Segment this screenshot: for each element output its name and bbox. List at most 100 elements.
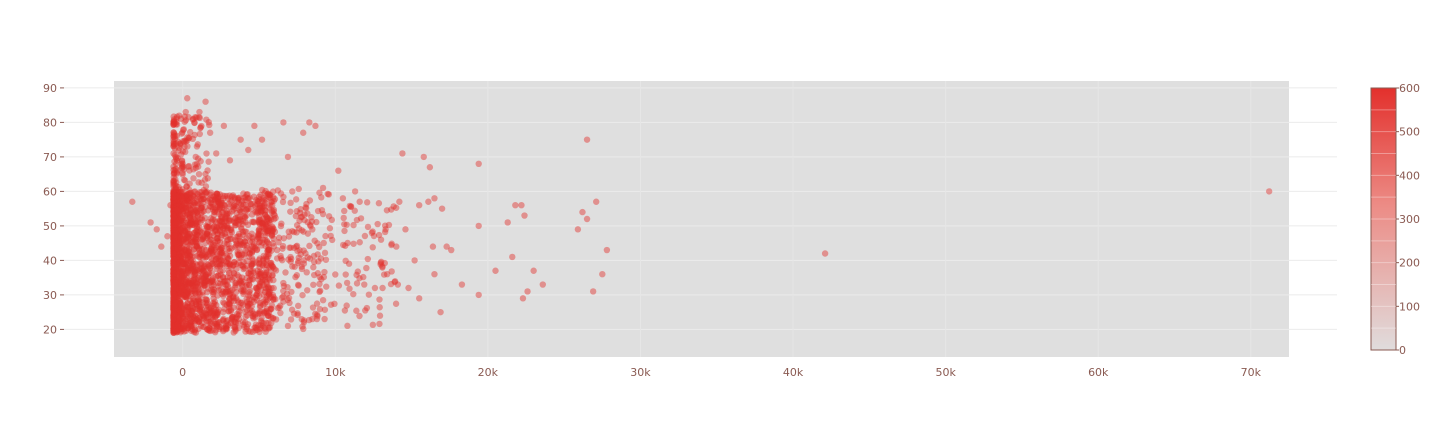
scatter-point — [376, 312, 384, 319]
scatter-point — [213, 190, 221, 198]
scatter-point — [170, 201, 178, 208]
scatter-point — [184, 134, 191, 141]
scatter-point — [195, 298, 202, 305]
scatter-point — [240, 265, 247, 273]
scatter-point — [170, 265, 177, 273]
scatter-point — [177, 217, 184, 224]
scatter-point — [170, 314, 177, 321]
scatter-point — [405, 284, 412, 292]
scatter-point — [185, 190, 193, 197]
scatter-point — [173, 197, 180, 204]
scatter-point — [228, 208, 236, 215]
scatter-point — [185, 195, 192, 203]
scatter-point — [232, 319, 240, 326]
scatter-point — [230, 304, 237, 311]
scatter-point — [171, 250, 178, 257]
scatter-point — [170, 181, 177, 189]
scatter-point — [181, 246, 188, 253]
scatter-point — [170, 282, 178, 289]
scatter-point — [292, 196, 300, 203]
scatter-point — [185, 221, 192, 229]
scatter-point — [235, 259, 242, 267]
scatter-point — [304, 287, 311, 294]
scatter-point — [236, 247, 243, 255]
scatter-point — [437, 308, 444, 316]
scatter-point — [189, 233, 196, 241]
scatter-point — [375, 200, 383, 207]
scatter-point — [170, 325, 177, 332]
scatter-point — [173, 118, 180, 126]
scatter-point — [368, 229, 376, 236]
scatter-point — [241, 214, 249, 221]
scatter-point — [182, 229, 189, 236]
scatter-point — [363, 304, 371, 312]
scatter-point — [393, 243, 400, 250]
scatter-point — [176, 233, 184, 241]
scatter-point — [198, 319, 206, 327]
scatter-point — [259, 239, 266, 246]
scatter-point — [183, 286, 191, 293]
scatter-point — [189, 262, 196, 270]
scatter-point — [411, 257, 418, 264]
y-tick-label: 50 — [43, 220, 57, 233]
scatter-point — [183, 194, 190, 201]
scatter-point — [170, 270, 177, 277]
scatter-point — [257, 202, 264, 209]
scatter-point — [170, 196, 177, 203]
scatter-point — [293, 207, 301, 215]
scatter-point — [175, 324, 183, 332]
scatter-point — [170, 217, 177, 224]
scatter-point — [289, 188, 296, 195]
scatter-point — [361, 281, 368, 288]
scatter-point — [196, 114, 204, 122]
scatter-point — [170, 190, 177, 197]
scatter-point — [176, 207, 184, 214]
scatter-point — [188, 210, 195, 217]
scatter-point — [170, 294, 177, 301]
scatter-point — [351, 188, 359, 195]
scatter-point — [236, 207, 243, 214]
scatter-point — [181, 272, 188, 280]
scatter-point — [170, 269, 177, 277]
scatter-point — [175, 230, 182, 237]
scatter-point — [198, 306, 206, 313]
scatter-point — [170, 239, 177, 247]
scatter-point — [350, 240, 357, 247]
scatter-point — [232, 327, 239, 335]
scatter-point — [243, 205, 251, 213]
scatter-point — [291, 263, 298, 270]
scatter-point — [170, 204, 177, 211]
scatter-point — [190, 276, 197, 284]
scatter-point — [178, 324, 185, 332]
scatter-point — [175, 221, 183, 228]
scatter-point — [211, 305, 218, 312]
scatter-point — [213, 193, 220, 200]
scatter-point — [194, 201, 202, 208]
scatter-point — [176, 241, 184, 248]
scatter-point — [232, 315, 239, 322]
scatter-point — [170, 239, 177, 246]
scatter-point — [170, 197, 177, 204]
scatter-point — [170, 260, 177, 268]
scatter-point — [226, 295, 233, 302]
scatter-point — [228, 193, 236, 200]
scatter-point — [184, 268, 192, 275]
scatter-point — [228, 276, 236, 283]
scatter-point — [209, 201, 217, 208]
scatter-point — [208, 236, 215, 243]
scatter-point — [174, 234, 182, 242]
scatter-point — [170, 222, 177, 229]
scatter-point — [171, 217, 178, 225]
scatter-point — [383, 207, 391, 214]
scatter-point — [280, 235, 288, 242]
scatter-point — [185, 307, 192, 314]
scatter-point — [402, 226, 409, 233]
y-tick-label: 30 — [43, 289, 57, 302]
scatter-point — [253, 259, 260, 266]
scatter-point — [269, 227, 276, 235]
scatter-point — [387, 280, 395, 288]
scatter-point — [176, 229, 184, 236]
scatter-point — [259, 261, 266, 268]
scatter-point — [170, 207, 177, 214]
scatter-point — [257, 286, 264, 294]
